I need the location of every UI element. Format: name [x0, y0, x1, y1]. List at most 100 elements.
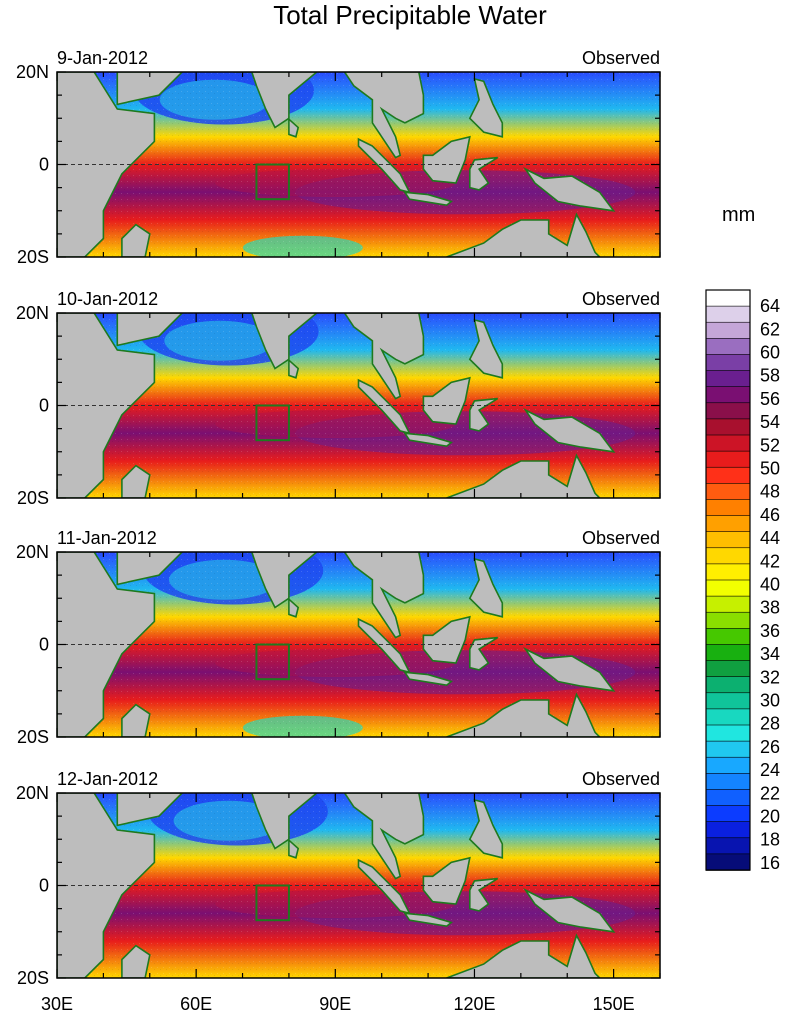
colorbar-frame — [705, 289, 751, 871]
lat-label: 20N — [16, 783, 49, 803]
colorbar-cell — [705, 450, 751, 469]
land-outline — [121, 703, 151, 737]
panel-tag-label: Observed — [582, 289, 660, 309]
colorbar-label: 26 — [760, 737, 780, 757]
lon-label: 120E — [453, 994, 495, 1014]
colorbar-cell — [705, 708, 751, 726]
colorbar-cell — [705, 595, 751, 614]
land-outline — [446, 692, 601, 737]
land-outline — [422, 135, 471, 184]
colorbar-label: 16 — [760, 853, 780, 873]
land-outline — [446, 212, 601, 257]
colorbar-cell — [705, 305, 751, 324]
land-outline — [343, 793, 425, 880]
analysis-box — [255, 404, 290, 442]
lat-label: 20N — [16, 303, 49, 323]
land-outline — [469, 877, 499, 912]
land-outline — [468, 557, 504, 618]
colorbar-cell — [705, 402, 751, 420]
map-panel: 11-Jan-2012 Observed 20N 0 20S — [16, 528, 661, 747]
colorbar-cell — [705, 289, 751, 307]
colorbar-cell — [705, 660, 751, 678]
colorbar-label: 20 — [760, 807, 780, 827]
colorbar-label: 64 — [760, 296, 780, 316]
colorbar-cell — [705, 756, 751, 775]
panel-date-label: 12-Jan-2012 — [57, 769, 158, 789]
land-outline — [468, 318, 504, 379]
land-outline — [233, 72, 319, 129]
land-outline — [523, 167, 616, 212]
land-outline — [116, 552, 184, 586]
colorbar-label: 58 — [760, 366, 780, 386]
land-outline — [233, 793, 319, 850]
colorbar-label: 44 — [760, 528, 780, 548]
land-outline — [116, 793, 184, 827]
colorbar-cell — [705, 628, 751, 646]
panel-date-label: 11-Jan-2012 — [57, 528, 157, 548]
land-outline — [422, 376, 471, 425]
colorbar-label: 36 — [760, 621, 780, 641]
colorbar-cell — [705, 724, 751, 742]
land-outline — [468, 798, 504, 859]
land-outline — [121, 223, 151, 257]
land-outline — [403, 912, 454, 928]
colorbar-cell — [705, 483, 751, 501]
land-outline — [469, 397, 499, 432]
analysis-box — [255, 163, 290, 201]
colorbar-cell — [705, 644, 751, 662]
colorbar-cell — [705, 547, 751, 565]
colorbar-label: 28 — [760, 714, 780, 734]
colorbar-label: 54 — [760, 412, 780, 432]
land-outline — [523, 647, 616, 692]
land-outline — [116, 72, 184, 106]
land-outline — [343, 313, 425, 400]
land-outline — [343, 552, 425, 639]
land-outline — [288, 597, 300, 618]
land-outline — [57, 793, 156, 978]
lat-label: 0 — [39, 155, 49, 175]
lat-label: 20N — [16, 542, 49, 562]
analysis-box — [255, 643, 290, 681]
colorbar-cell — [705, 611, 751, 630]
land-outline — [288, 358, 300, 379]
lat-label: 0 — [39, 396, 49, 416]
land-outline — [357, 858, 412, 915]
colorbar-cell — [705, 515, 751, 533]
lon-label: 150E — [593, 994, 635, 1014]
colorbar-label: 22 — [760, 783, 780, 803]
colorbar-label: 60 — [760, 343, 780, 363]
lat-label: 0 — [39, 876, 49, 896]
colorbar-label: 34 — [760, 644, 780, 664]
colorbar-cell — [705, 805, 751, 823]
panel-tag-label: Observed — [582, 528, 660, 548]
colorbar-cell — [705, 563, 751, 581]
colorbar-label: 18 — [760, 830, 780, 850]
colorbar-cell — [705, 692, 751, 710]
land-outline — [121, 464, 151, 498]
analysis-box — [255, 884, 290, 922]
colorbar-label: 32 — [760, 667, 780, 687]
colorbar-cell — [705, 434, 751, 452]
colorbar-cell — [705, 370, 751, 388]
lat-label: 20S — [17, 968, 49, 988]
lat-label: 0 — [39, 635, 49, 655]
colorbar-label: 50 — [760, 459, 780, 479]
panel-tag-label: Observed — [582, 48, 660, 68]
lon-label: 60E — [180, 994, 212, 1014]
land-outline — [57, 72, 156, 257]
land-outline — [469, 636, 499, 671]
lat-label: 20N — [16, 62, 49, 82]
map-panel: 9-Jan-2012 Observed 20N 0 20S — [16, 48, 661, 267]
land-outline — [357, 378, 412, 435]
chart-title: Total Precipitable Water — [273, 0, 547, 30]
panel-tag-label: Observed — [582, 769, 660, 789]
panel-date-label: 9-Jan-2012 — [57, 48, 148, 68]
lat-label: 20S — [17, 727, 49, 747]
land-outline — [57, 313, 156, 498]
lat-label: 20S — [17, 247, 49, 267]
land-outline — [422, 615, 471, 664]
land-outline — [468, 77, 504, 138]
colorbar-label: 40 — [760, 575, 780, 595]
land-outline — [422, 856, 471, 905]
colorbar-label: 24 — [760, 760, 780, 780]
